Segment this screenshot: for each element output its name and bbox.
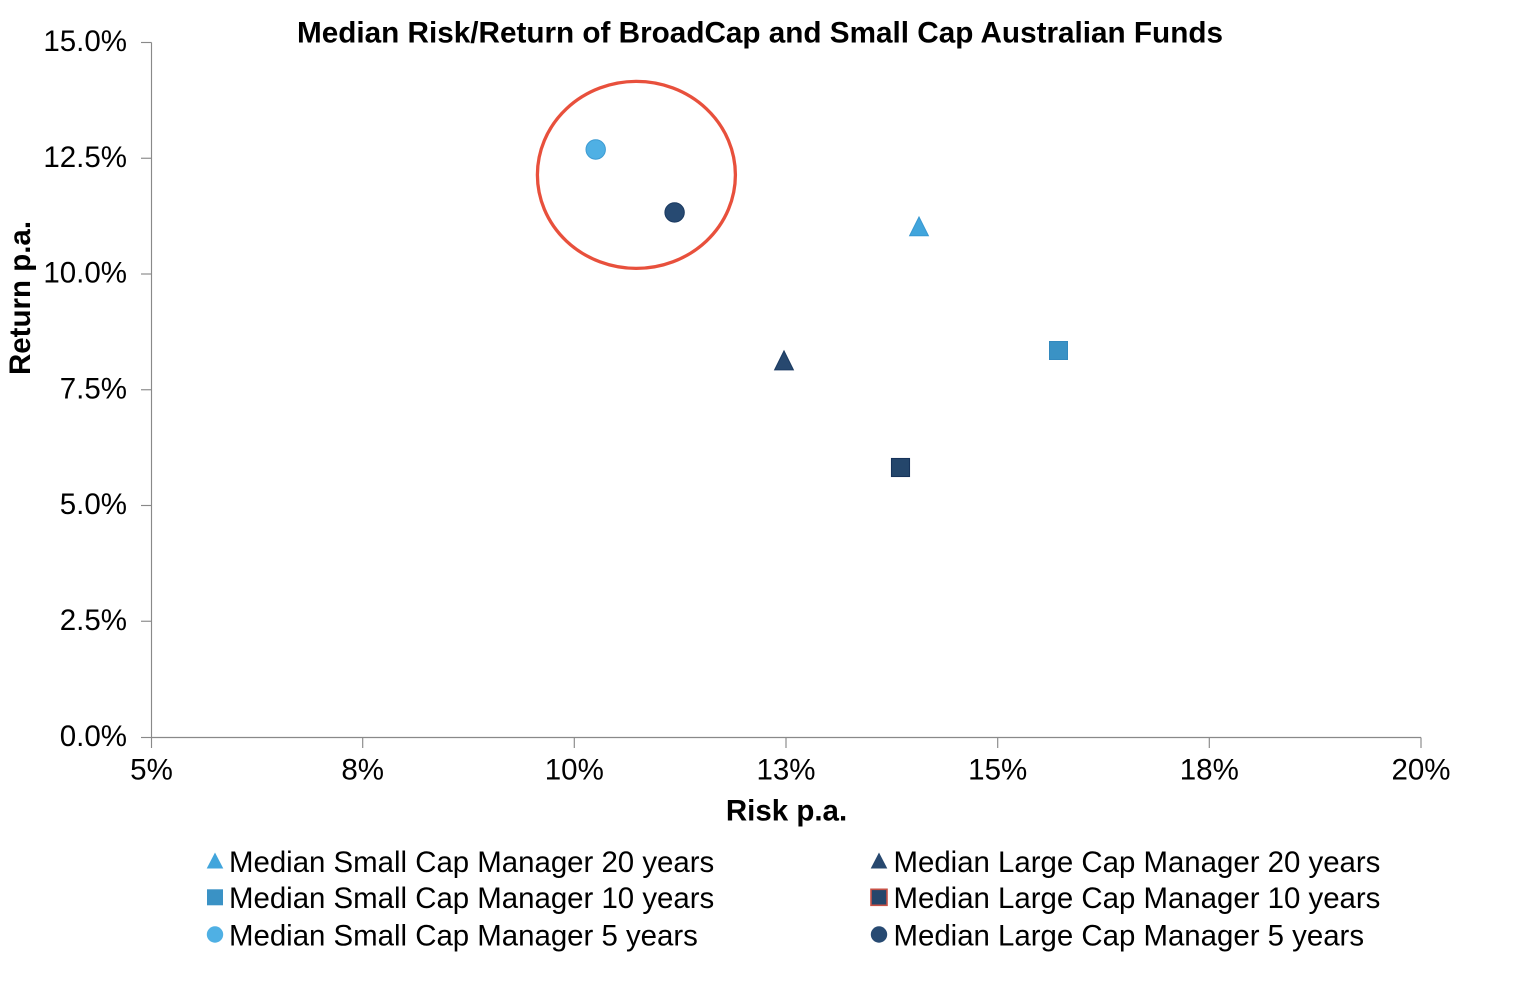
svg-text:7.5%: 7.5% [60, 372, 127, 405]
svg-text:Median Small Cap Manager 20 ye: Median Small Cap Manager 20 years [229, 846, 714, 879]
svg-text:5%: 5% [130, 754, 173, 787]
svg-text:0.0%: 0.0% [60, 720, 127, 753]
svg-text:Median Large Cap Manager 10 ye: Median Large Cap Manager 10 years [894, 882, 1381, 915]
svg-text:20%: 20% [1391, 754, 1450, 787]
svg-text:Median Large Cap Manager 20 ye: Median Large Cap Manager 20 years [894, 846, 1381, 879]
svg-text:Median Small Cap Manager 5 yea: Median Small Cap Manager 5 years [229, 919, 698, 952]
svg-text:Median Large Cap Manager 5 yea: Median Large Cap Manager 5 years [894, 919, 1365, 952]
svg-text:13%: 13% [756, 754, 815, 787]
svg-text:12.5%: 12.5% [43, 141, 127, 174]
svg-text:5.0%: 5.0% [60, 488, 127, 521]
svg-text:18%: 18% [1180, 754, 1239, 787]
svg-text:15%: 15% [968, 754, 1027, 787]
svg-text:2.5%: 2.5% [60, 604, 127, 637]
svg-text:Risk p.a.: Risk p.a. [726, 795, 847, 828]
svg-text:10.0%: 10.0% [43, 257, 127, 290]
svg-text:15.0%: 15.0% [43, 25, 127, 58]
svg-text:Return p.a.: Return p.a. [4, 221, 37, 375]
svg-text:Median Risk/Return of BroadCap: Median Risk/Return of BroadCap and Small… [297, 17, 1223, 50]
svg-text:8%: 8% [341, 754, 384, 787]
svg-text:Median Small Cap Manager 10 ye: Median Small Cap Manager 10 years [229, 882, 714, 915]
svg-text:10%: 10% [545, 754, 604, 787]
